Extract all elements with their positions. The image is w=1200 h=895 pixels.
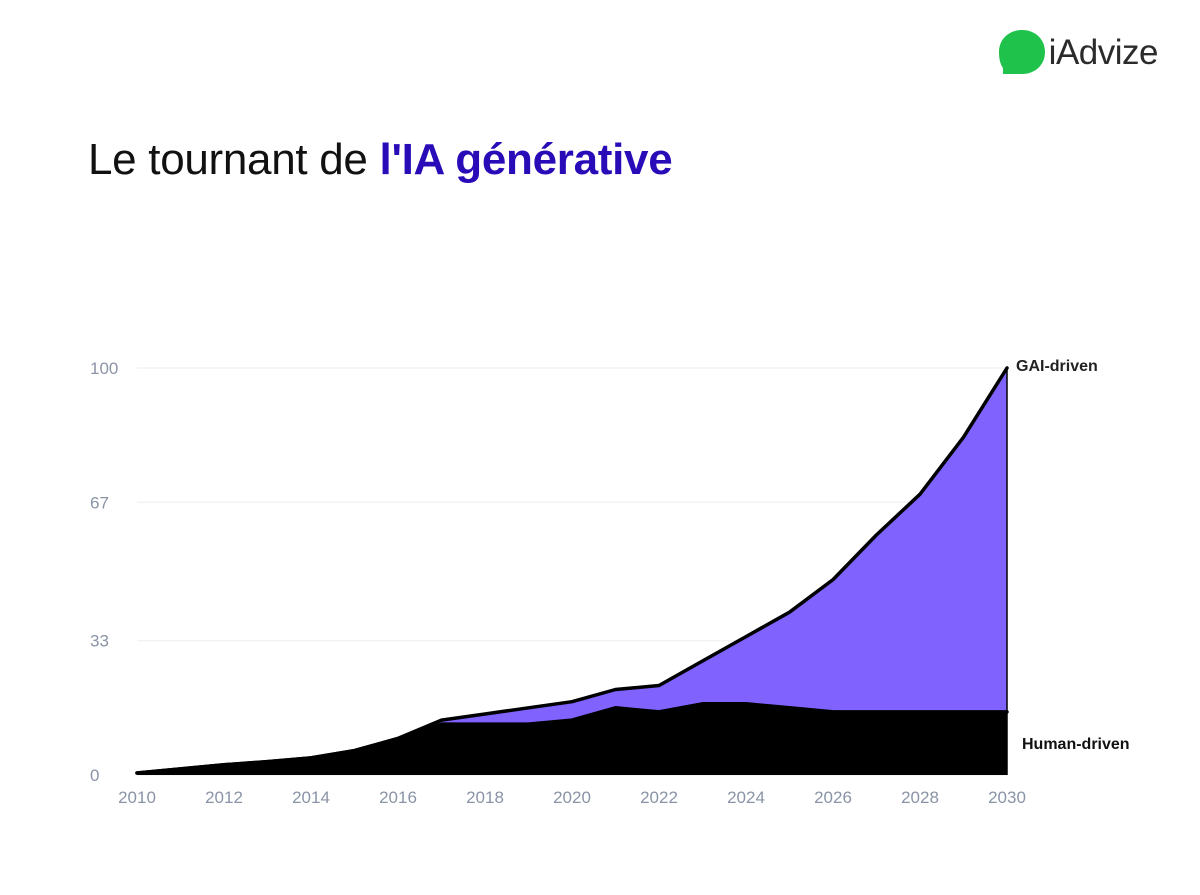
y-tick-label: 100 [90,359,118,378]
area-human-driven [137,703,1007,775]
x-tick-label: 2014 [292,788,330,807]
area-gai-driven [137,368,1007,773]
x-tick-label: 2026 [814,788,852,807]
y-tick-label: 33 [90,632,109,651]
brand-name: iAdvize [1048,33,1159,72]
x-tick-label: 2012 [205,788,243,807]
series-label-human-driven: Human-driven [1022,736,1130,753]
chat-bubble-icon [998,30,1045,74]
x-tick-label: 2028 [901,788,939,807]
y-tick-label: 67 [90,493,109,512]
title-prefix: Le tournant de [88,135,380,184]
page-title: Le tournant de l'IA générative [88,135,673,185]
x-tick-label: 2030 [988,788,1026,807]
x-tick-label: 2020 [553,788,591,807]
x-tick-label: 2018 [466,788,504,807]
series-line-gai-driven [135,366,1009,775]
x-tick-label: 2010 [118,788,156,807]
x-tick-label: 2024 [727,788,765,807]
x-tick-label: 2022 [640,788,678,807]
series-labels: GAI-driven Human-driven [1016,358,1130,753]
x-axis-ticks: 2010 2012 2014 2016 2018 2020 2022 2024 2026 2028… [118,788,1026,807]
x-tick-label: 2016 [379,788,417,807]
title-highlight: l'IA générative [379,135,673,184]
series-label-gai-driven: GAI-driven [1016,358,1098,375]
chat-bubble-shape [998,30,1045,74]
brand-logo: iAdvize [997,28,1159,78]
y-axis-ticks: 0 33 67 100 [90,359,118,785]
chart-areas [135,366,1009,775]
y-tick-label: 0 [90,766,99,785]
